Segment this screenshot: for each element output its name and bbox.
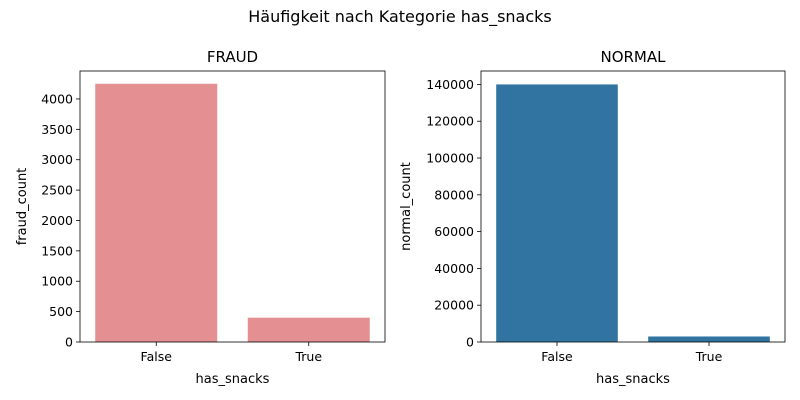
figure-title: Häufigkeit nach Kategorie has_snacks bbox=[248, 7, 552, 27]
fraud-xtick-label: False bbox=[141, 349, 173, 364]
normal-ytick-label: 0 bbox=[466, 335, 474, 350]
fraud-ytick-label: 0 bbox=[65, 335, 73, 350]
normal-axes-frame bbox=[480, 70, 786, 343]
normal-chart-title: NORMAL bbox=[600, 48, 666, 66]
fraud-ytick-label: 2000 bbox=[41, 213, 73, 228]
fraud-bar-true bbox=[247, 317, 370, 342]
fraud-chart-title: FRAUD bbox=[207, 48, 258, 66]
fraud-y-axis-label: fraud_count bbox=[15, 168, 30, 246]
normal-xtick-label: True bbox=[695, 349, 723, 364]
fraud-bar-false bbox=[95, 83, 218, 343]
normal-ytick-label: 20000 bbox=[434, 298, 474, 313]
fraud-ytick-label: 1500 bbox=[41, 243, 73, 258]
normal-bar-true bbox=[648, 336, 770, 342]
fraud-ytick-label: 1000 bbox=[41, 274, 73, 289]
normal-x-axis-label: has_snacks bbox=[596, 372, 670, 387]
fraud-ytick-label: 4000 bbox=[41, 91, 73, 106]
fraud-axes-frame bbox=[79, 70, 386, 343]
normal-bar-false bbox=[496, 84, 618, 342]
fraud-ytick-label: 500 bbox=[49, 304, 73, 319]
fraud-ytick-label: 3500 bbox=[41, 122, 73, 137]
normal-ytick-label: 100000 bbox=[426, 151, 474, 166]
normal-ytick-label: 120000 bbox=[426, 114, 474, 129]
fraud-xtick-label: True bbox=[294, 349, 322, 364]
fraud-ytick-label: 2500 bbox=[41, 183, 73, 198]
normal-ytick-label: 140000 bbox=[426, 77, 474, 92]
fraud-ytick-label: 3000 bbox=[41, 152, 73, 167]
normal-xtick-label: False bbox=[541, 349, 573, 364]
fraud-x-axis-label: has_snacks bbox=[196, 372, 270, 387]
normal-ytick-label: 40000 bbox=[434, 261, 474, 276]
normal-ytick-label: 80000 bbox=[434, 187, 474, 202]
normal-ytick-label: 60000 bbox=[434, 224, 474, 239]
normal-y-axis-label: normal_count bbox=[399, 162, 414, 251]
